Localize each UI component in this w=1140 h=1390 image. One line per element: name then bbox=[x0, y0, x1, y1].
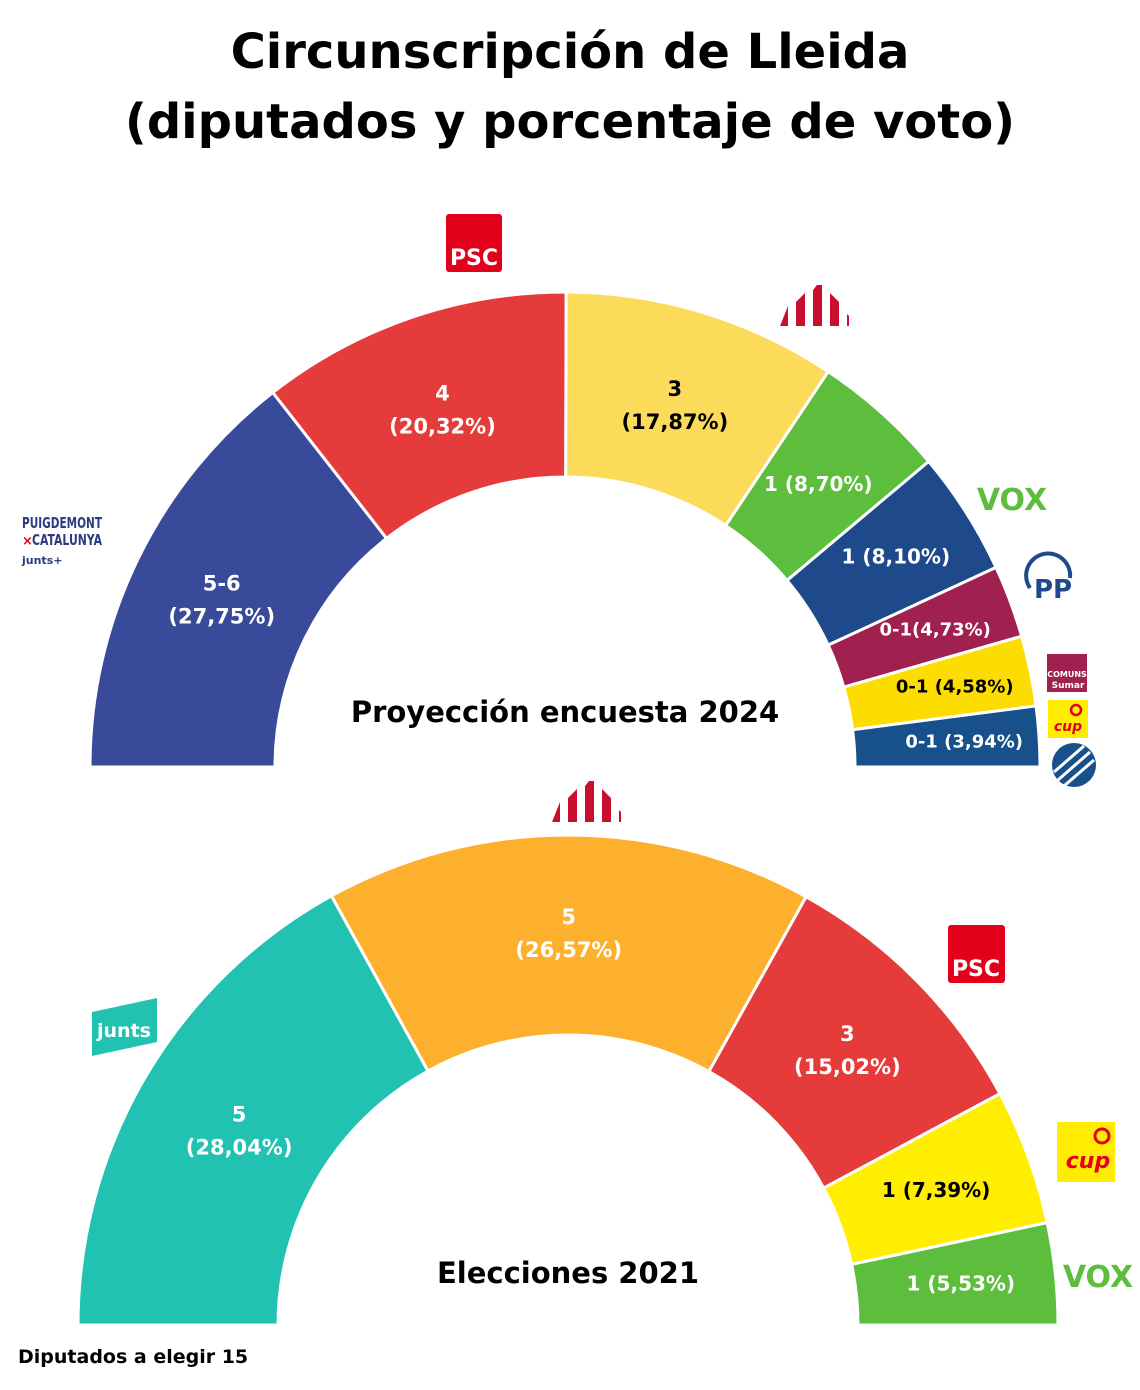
junts-logo-icon: junts bbox=[92, 998, 157, 1056]
slice-label-psc: 4 bbox=[435, 381, 450, 405]
slice-label-pp: 1 (8,10%) bbox=[842, 545, 951, 569]
cup-logo-text-top: cup bbox=[1054, 719, 1082, 735]
slice-label-puigdemont-x-catalunya-junts-: 5-6 bbox=[203, 571, 241, 595]
donut-2021: 5 (28,04%) 5 (26,57%) 3 (15,02%) 1 (7,39%) 1 (5… bbox=[76, 833, 1060, 1327]
slice-label-psc: 3 bbox=[840, 1022, 855, 1046]
slice-label-comuns-sumar: 0-1(4,73%) bbox=[879, 620, 990, 641]
chart-title-line2: (diputados y porcentaje de voto) bbox=[124, 94, 1016, 150]
slice-label-erc: 5 bbox=[561, 905, 576, 929]
donut-2021-title: Elecciones 2021 bbox=[437, 1256, 699, 1290]
slice-label-vox: 1 (5,53%) bbox=[907, 1272, 1016, 1296]
psc-logo-icon: PSC bbox=[446, 214, 502, 272]
slice-label-alian-a-catalana: 0-1 (3,94%) bbox=[905, 732, 1023, 753]
puigdemont-logo-line1: PUIGDEMONT bbox=[22, 514, 103, 532]
comuns-sumar-logo-icon: COMUNS Sumar bbox=[1047, 654, 1087, 692]
junts-logo-text: junts bbox=[96, 1020, 151, 1042]
slice-erc bbox=[329, 833, 809, 1074]
psc-logo-text-bottom: PSC bbox=[952, 957, 1000, 982]
donut-2024-title: Proyección encuesta 2024 bbox=[351, 695, 779, 729]
slice-pct-label-erc: (26,57%) bbox=[515, 938, 622, 962]
donut-2024: 5-6 (27,75%) 4 (20,32%) 3 (17,87%) 1 (8,70%) 1 … bbox=[88, 290, 1042, 769]
puigdemont-logo-line3: junts+ bbox=[21, 554, 62, 567]
slice-pct-label-puigdemont-x-catalunya-junts-: (27,75%) bbox=[168, 604, 275, 628]
erc-logo-icon-bottom bbox=[552, 781, 621, 822]
slice-label-vox: 1 (8,70%) bbox=[764, 472, 873, 496]
alianca-catalana-logo-icon bbox=[1052, 743, 1096, 788]
cup-logo-text-bottom: cup bbox=[1066, 1149, 1110, 1174]
slice-label-erc: 3 bbox=[668, 377, 683, 401]
erc-logo-icon bbox=[780, 285, 849, 326]
chart-title-line1: Circunscripción de Lleida bbox=[230, 24, 910, 80]
psc-logo-text: PSC bbox=[450, 246, 498, 271]
slice-alian-a-catalana bbox=[850, 704, 1042, 769]
slice-vox bbox=[849, 1220, 1060, 1327]
pp-logo-icon: PP bbox=[1024, 551, 1073, 605]
slice-pct-label-junts: (28,04%) bbox=[186, 1136, 293, 1160]
comuns-logo-line1: COMUNS bbox=[1047, 670, 1087, 679]
puigdemont-logo-line2: CATALUNYA bbox=[32, 531, 102, 549]
slice-puigdemont-x-catalunya-junts- bbox=[88, 390, 389, 769]
cup-logo-icon-bottom: cup bbox=[1057, 1122, 1115, 1182]
slice-pct-label-psc: (20,32%) bbox=[389, 414, 496, 438]
slice-pct-label-psc: (15,02%) bbox=[794, 1055, 901, 1079]
puigdemont-logo-x: × bbox=[22, 534, 33, 549]
seats-to-elect-note: Diputados a elegir 15 bbox=[18, 1346, 249, 1368]
slice-junts bbox=[76, 893, 431, 1327]
comuns-logo-line2: Sumar bbox=[1052, 681, 1085, 691]
puigdemont-catalunya-logo-icon: PUIGDEMONT × CATALUNYA junts+ bbox=[21, 514, 103, 567]
vox-logo-icon-bottom: VOX bbox=[1063, 1260, 1133, 1295]
slice-label-junts: 5 bbox=[232, 1103, 247, 1127]
slice-label-cup: 0-1 (4,58%) bbox=[896, 677, 1014, 698]
cup-logo-icon-top: cup bbox=[1048, 700, 1088, 738]
pp-logo-text: PP bbox=[1034, 575, 1072, 605]
vox-logo-icon: VOX bbox=[977, 483, 1047, 518]
psc-logo-icon-bottom: PSC bbox=[948, 925, 1005, 983]
slice-label-cup: 1 (7,39%) bbox=[882, 1178, 991, 1202]
slice-pct-label-erc: (17,87%) bbox=[622, 410, 729, 434]
